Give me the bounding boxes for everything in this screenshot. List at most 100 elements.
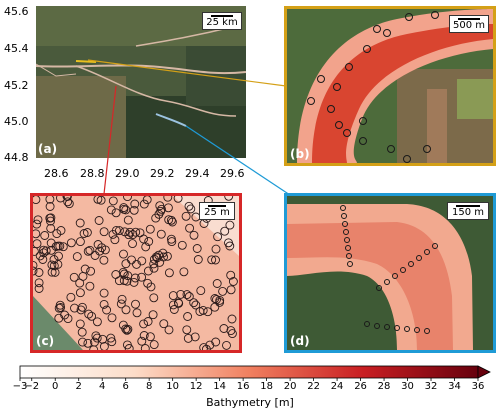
survey-point [77, 302, 87, 312]
colorbar-tick-label: 0 [52, 381, 59, 392]
survey-point [140, 344, 150, 350]
survey-point [151, 252, 161, 262]
survey-point [185, 223, 195, 233]
colorbar-gradient [19, 365, 479, 379]
survey-point [128, 239, 137, 249]
survey-point [85, 281, 95, 291]
survey-point [51, 242, 61, 251]
survey-point [129, 205, 139, 215]
colorbar-tick-label: 14 [213, 381, 226, 392]
survey-point [159, 252, 168, 262]
survey-point [164, 325, 174, 335]
survey-point [72, 252, 82, 262]
colorbar-tick-label: 32 [424, 381, 438, 392]
survey-point [154, 209, 164, 219]
survey-point [183, 312, 193, 321]
survey-point [211, 337, 221, 347]
survey-point [155, 201, 165, 211]
survey-point [75, 319, 85, 329]
survey-point [148, 310, 158, 320]
survey-point [99, 227, 109, 237]
panel-d-image [287, 196, 493, 350]
survey-point [34, 284, 44, 293]
survey-point [190, 332, 200, 342]
survey-point [179, 267, 189, 277]
survey-point [55, 300, 65, 310]
colorbar-tick-label: 2 [75, 381, 82, 392]
survey-point [75, 288, 85, 298]
survey-point [75, 218, 85, 228]
survey-point [128, 230, 138, 240]
panel-d-scale-text: 150 m [451, 207, 484, 218]
colorbar-extend-arrow [477, 365, 491, 379]
survey-point [124, 344, 134, 350]
colorbar-tick-labels: −3 −2 0 2 4 6 8 10 12 14 16 18 20 22 24 26 28 30 32 34 36 [0, 381, 500, 393]
survey-point [83, 246, 93, 256]
colorbar-tick-marks [19, 378, 479, 381]
survey-point [137, 272, 147, 282]
xtick-2: 28.8 [80, 167, 105, 180]
survey-point [159, 319, 169, 329]
survey-point [108, 229, 118, 239]
survey-point [168, 300, 178, 310]
survey-point [139, 199, 149, 209]
survey-point [78, 337, 87, 347]
survey-point [94, 216, 104, 225]
xtick-6: 29.6 [220, 167, 245, 180]
survey-point [131, 299, 140, 309]
survey-point [146, 282, 156, 292]
panel-c-scale-text: 25 m [204, 207, 230, 218]
survey-point [80, 264, 90, 274]
survey-point [132, 308, 142, 318]
survey-point [129, 277, 139, 287]
survey-point [56, 226, 66, 235]
survey-point [111, 270, 121, 279]
survey-point [99, 299, 109, 309]
survey-point [47, 260, 57, 270]
survey-point [86, 266, 96, 276]
survey-point [182, 325, 192, 335]
survey-point [211, 244, 221, 254]
survey-point [110, 235, 120, 245]
survey-point [76, 305, 86, 315]
survey-point [77, 327, 87, 337]
ytick-3: 45.2 [4, 79, 29, 92]
survey-point [85, 245, 95, 255]
survey-point [143, 266, 153, 276]
survey-point [124, 230, 134, 240]
survey-point [213, 232, 223, 242]
survey-point [218, 286, 228, 296]
panel-a-scalebar [211, 15, 233, 17]
colorbar-tick-label: 36 [471, 381, 485, 392]
survey-point [34, 278, 44, 288]
panel-b-label: (b) [290, 147, 310, 161]
survey-point [137, 336, 147, 346]
survey-point [149, 263, 159, 273]
survey-point [45, 202, 55, 211]
survey-point [149, 293, 159, 303]
panel-d-scale: 150 m [447, 202, 489, 220]
panel-d: (d) 150 m [284, 193, 496, 353]
survey-point [49, 255, 59, 264]
survey-point [54, 251, 63, 261]
survey-point [114, 226, 124, 236]
survey-point [123, 215, 133, 225]
survey-point [207, 255, 217, 265]
panel-a-label: (a) [38, 142, 58, 156]
xtick-1: 28.6 [44, 167, 69, 180]
survey-point [106, 205, 116, 215]
survey-point [164, 268, 174, 278]
panel-c: (c) 25 m [30, 193, 242, 353]
survey-point [122, 325, 132, 335]
survey-point [212, 295, 221, 304]
survey-point [58, 242, 68, 252]
survey-point [46, 223, 56, 233]
panel-d-label: (d) [290, 334, 310, 348]
survey-point [90, 251, 100, 260]
survey-point [91, 331, 101, 341]
survey-point [189, 298, 199, 308]
colorbar-tick-label: −3 [12, 381, 28, 392]
survey-point [183, 333, 193, 343]
survey-point [56, 196, 65, 203]
survey-point [75, 237, 85, 247]
